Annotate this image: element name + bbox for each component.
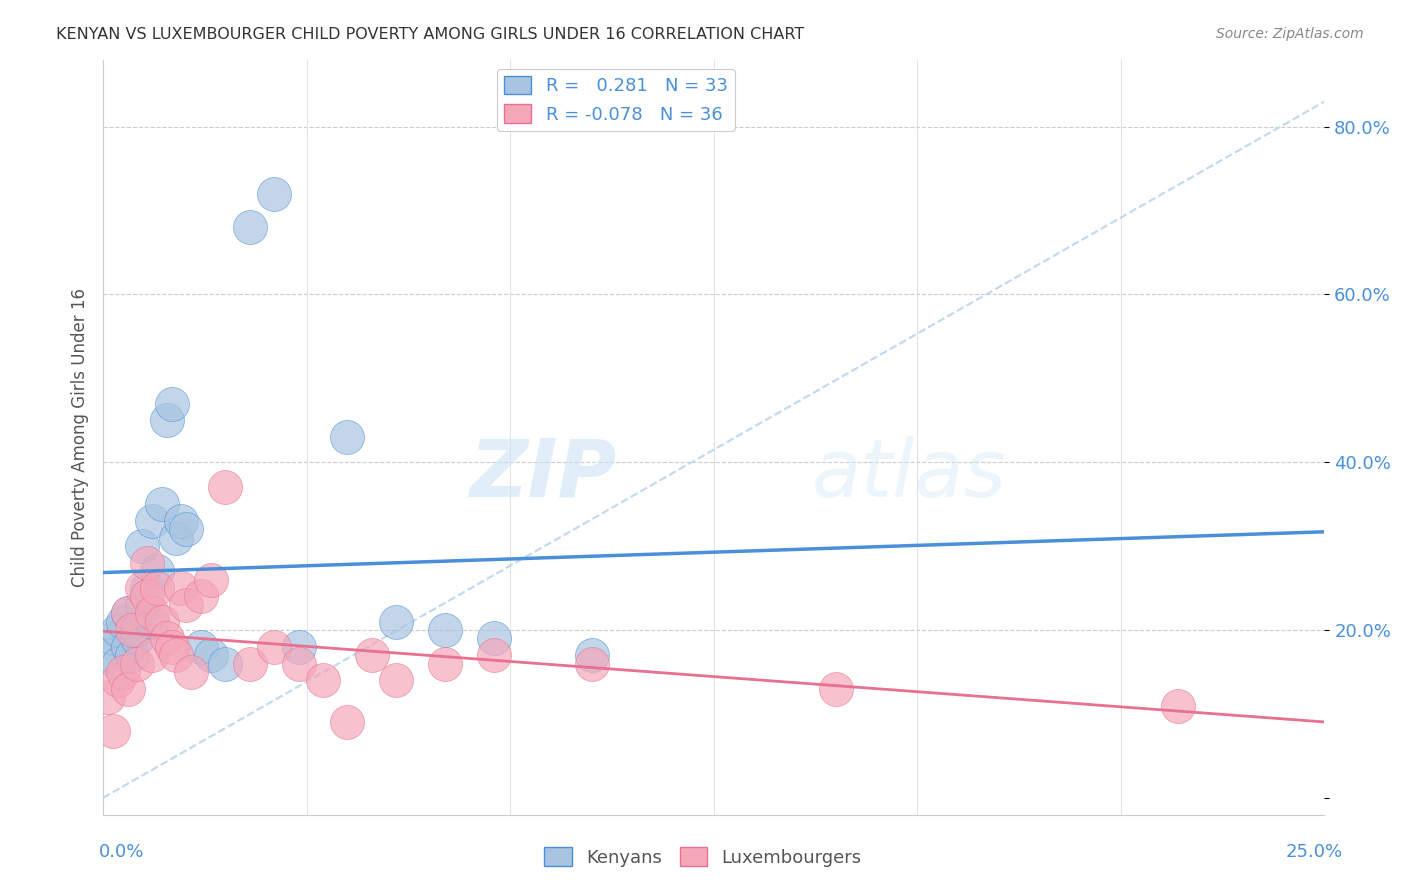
Text: 0.0%: 0.0%	[98, 843, 143, 861]
Point	[482, 632, 505, 646]
Point	[200, 648, 222, 663]
Point	[160, 640, 183, 654]
Point	[107, 673, 129, 688]
Point	[131, 539, 153, 553]
Point	[160, 396, 183, 410]
Point	[385, 673, 408, 688]
Point	[336, 715, 359, 730]
Point	[146, 564, 169, 578]
Point	[581, 648, 603, 663]
Point	[121, 623, 143, 637]
Point	[263, 640, 285, 654]
Point	[101, 723, 124, 738]
Y-axis label: Child Poverty Among Girls Under 16: Child Poverty Among Girls Under 16	[72, 287, 89, 587]
Point	[170, 581, 193, 595]
Point	[111, 615, 134, 629]
Point	[141, 615, 163, 629]
Point	[117, 606, 139, 620]
Point	[190, 640, 212, 654]
Point	[141, 648, 163, 663]
Point	[360, 648, 382, 663]
Point	[101, 632, 124, 646]
Point	[174, 598, 197, 612]
Point	[97, 690, 120, 705]
Point	[287, 657, 309, 671]
Point	[1167, 698, 1189, 713]
Point	[131, 581, 153, 595]
Point	[136, 556, 159, 570]
Point	[156, 632, 179, 646]
Legend: Kenyans, Luxembourgers: Kenyans, Luxembourgers	[537, 840, 869, 874]
Point	[825, 681, 848, 696]
Point	[136, 581, 159, 595]
Point	[117, 681, 139, 696]
Point	[214, 480, 236, 494]
Point	[434, 657, 457, 671]
Point	[127, 632, 149, 646]
Point	[385, 615, 408, 629]
Text: atlas: atlas	[811, 436, 1007, 514]
Point	[131, 598, 153, 612]
Point	[200, 573, 222, 587]
Point	[146, 581, 169, 595]
Point	[263, 186, 285, 201]
Point	[174, 522, 197, 536]
Point	[150, 497, 173, 511]
Text: 25.0%: 25.0%	[1285, 843, 1343, 861]
Point	[117, 606, 139, 620]
Point	[136, 590, 159, 604]
Text: ZIP: ZIP	[468, 436, 616, 514]
Point	[239, 220, 262, 235]
Point	[127, 623, 149, 637]
Point	[107, 623, 129, 637]
Point	[121, 648, 143, 663]
Point	[117, 640, 139, 654]
Point	[165, 531, 187, 545]
Point	[434, 623, 457, 637]
Point	[287, 640, 309, 654]
Text: KENYAN VS LUXEMBOURGER CHILD POVERTY AMONG GIRLS UNDER 16 CORRELATION CHART: KENYAN VS LUXEMBOURGER CHILD POVERTY AMO…	[56, 27, 804, 42]
Legend: R =   0.281   N = 33, R = -0.078   N = 36: R = 0.281 N = 33, R = -0.078 N = 36	[498, 69, 735, 131]
Point	[127, 657, 149, 671]
Point	[190, 590, 212, 604]
Point	[111, 665, 134, 679]
Text: Source: ZipAtlas.com: Source: ZipAtlas.com	[1216, 27, 1364, 41]
Point	[156, 413, 179, 427]
Point	[336, 430, 359, 444]
Point	[107, 657, 129, 671]
Point	[141, 514, 163, 528]
Point	[482, 648, 505, 663]
Point	[97, 648, 120, 663]
Point	[214, 657, 236, 671]
Point	[170, 514, 193, 528]
Point	[312, 673, 335, 688]
Point	[581, 657, 603, 671]
Point	[180, 665, 202, 679]
Point	[150, 615, 173, 629]
Point	[239, 657, 262, 671]
Point	[165, 648, 187, 663]
Point	[141, 606, 163, 620]
